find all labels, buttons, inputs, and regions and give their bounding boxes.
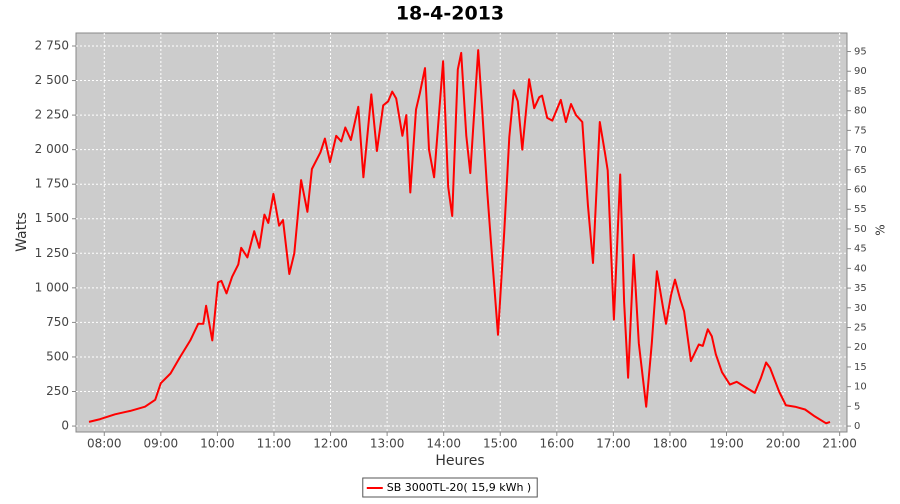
- y2-axis-label: %: [874, 224, 888, 235]
- x-tick-label: 08:00: [87, 437, 122, 451]
- y2-tick-label: 5: [854, 401, 860, 412]
- y2-tick-label: 60: [854, 185, 867, 196]
- y2-tick-label: 35: [854, 283, 867, 294]
- y-axis-label: Watts: [14, 212, 30, 252]
- x-tick-label: 13:00: [370, 437, 405, 451]
- x-tick-label: 16:00: [540, 437, 575, 451]
- y2-tick-label: 90: [854, 66, 867, 77]
- y2-tick-label: 10: [854, 382, 867, 393]
- y-tick-label: 1 500: [35, 211, 69, 225]
- chart-title: 18-4-2013: [396, 3, 504, 25]
- x-tick-label: 12:00: [313, 437, 348, 451]
- y2-tick-label: 85: [854, 86, 867, 97]
- x-tick-label: 10:00: [200, 437, 235, 451]
- x-tick-label: 19:00: [709, 437, 744, 451]
- y-tick-label: 250: [46, 384, 69, 398]
- x-tick-label: 21:00: [822, 437, 857, 451]
- y2-tick-label: 40: [854, 263, 867, 274]
- y2-tick-label: 30: [854, 303, 867, 314]
- y2-tick-label: 15: [854, 362, 867, 373]
- x-axis-label: Heures: [435, 453, 484, 469]
- plot-area: [75, 32, 848, 433]
- x-tick-label: 20:00: [766, 437, 801, 451]
- y-tick-label: 1 250: [35, 246, 69, 260]
- y-tick-label: 2 750: [35, 38, 69, 52]
- legend-label: SB 3000TL-20( 15,9 kWh ): [387, 481, 531, 494]
- y2-tick-label: 70: [854, 145, 867, 156]
- y2-tick-label: 65: [854, 165, 867, 176]
- y-tick-label: 500: [46, 349, 69, 363]
- x-tick-label: 09:00: [144, 437, 179, 451]
- legend-box: [362, 477, 538, 498]
- y2-tick-label: 95: [854, 47, 867, 58]
- y-tick-label: 0: [61, 419, 69, 433]
- y2-tick-label: 20: [854, 342, 867, 353]
- x-tick-label: 18:00: [653, 437, 688, 451]
- x-tick-label: 14:00: [426, 437, 461, 451]
- y2-tick-label: 75: [854, 125, 867, 136]
- y-tick-label: 2 500: [35, 73, 69, 87]
- x-tick-label: 15:00: [483, 437, 518, 451]
- y-tick-label: 750: [46, 315, 69, 329]
- y2-tick-label: 0: [854, 421, 860, 432]
- series-line: [88, 49, 831, 425]
- y2-tick-label: 50: [854, 224, 867, 235]
- x-tick-label: 11:00: [257, 437, 292, 451]
- y-tick-label: 1 750: [35, 177, 69, 191]
- y2-tick-label: 55: [854, 204, 867, 215]
- y-tick-label: 2 000: [35, 142, 69, 156]
- x-tick-label: 17:00: [596, 437, 631, 451]
- y-tick-label: 2 250: [35, 108, 69, 122]
- y2-tick-label: 80: [854, 106, 867, 117]
- y-tick-label: 1 000: [35, 280, 69, 294]
- y2-tick-label: 45: [854, 244, 867, 255]
- y2-tick-label: 25: [854, 323, 867, 334]
